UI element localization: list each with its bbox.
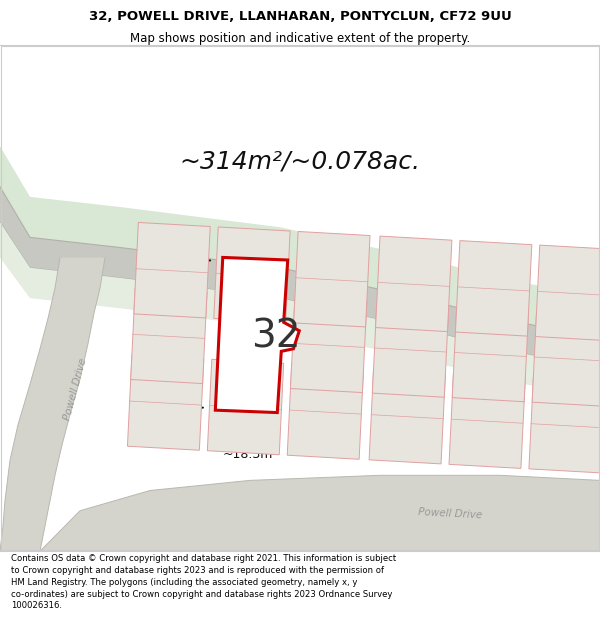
Text: 32, POWELL DRIVE, LLANHARAN, PONTYCLUN, CF72 9UU: 32, POWELL DRIVE, LLANHARAN, PONTYCLUN, … [89, 10, 511, 23]
Polygon shape [373, 302, 449, 398]
Text: Powell Drive: Powell Drive [418, 507, 482, 520]
Polygon shape [134, 222, 210, 318]
Polygon shape [131, 288, 207, 384]
Text: 32: 32 [251, 318, 301, 356]
Polygon shape [0, 222, 600, 399]
Text: ~34.8m: ~34.8m [173, 308, 189, 359]
Polygon shape [214, 227, 290, 322]
Text: Map shows position and indicative extent of the property.: Map shows position and indicative extent… [130, 32, 470, 46]
Polygon shape [287, 364, 364, 459]
Polygon shape [535, 245, 600, 341]
Polygon shape [215, 258, 299, 412]
Polygon shape [0, 146, 600, 369]
Text: ~18.3m: ~18.3m [223, 448, 274, 461]
Polygon shape [0, 45, 600, 339]
Polygon shape [293, 231, 370, 327]
Polygon shape [376, 236, 452, 332]
Polygon shape [208, 359, 284, 455]
Text: ~314m²/~0.078ac.: ~314m²/~0.078ac. [179, 149, 421, 173]
Polygon shape [369, 368, 445, 464]
Polygon shape [452, 306, 529, 402]
Polygon shape [529, 378, 600, 473]
Polygon shape [127, 355, 204, 450]
Polygon shape [0, 475, 600, 551]
Polygon shape [0, 258, 105, 551]
Polygon shape [449, 373, 526, 468]
Text: Contains OS data © Crown copyright and database right 2021. This information is : Contains OS data © Crown copyright and d… [11, 554, 396, 611]
Polygon shape [532, 311, 600, 406]
Text: Powell Drive: Powell Drive [62, 357, 88, 421]
Polygon shape [290, 297, 367, 392]
Polygon shape [455, 241, 532, 336]
